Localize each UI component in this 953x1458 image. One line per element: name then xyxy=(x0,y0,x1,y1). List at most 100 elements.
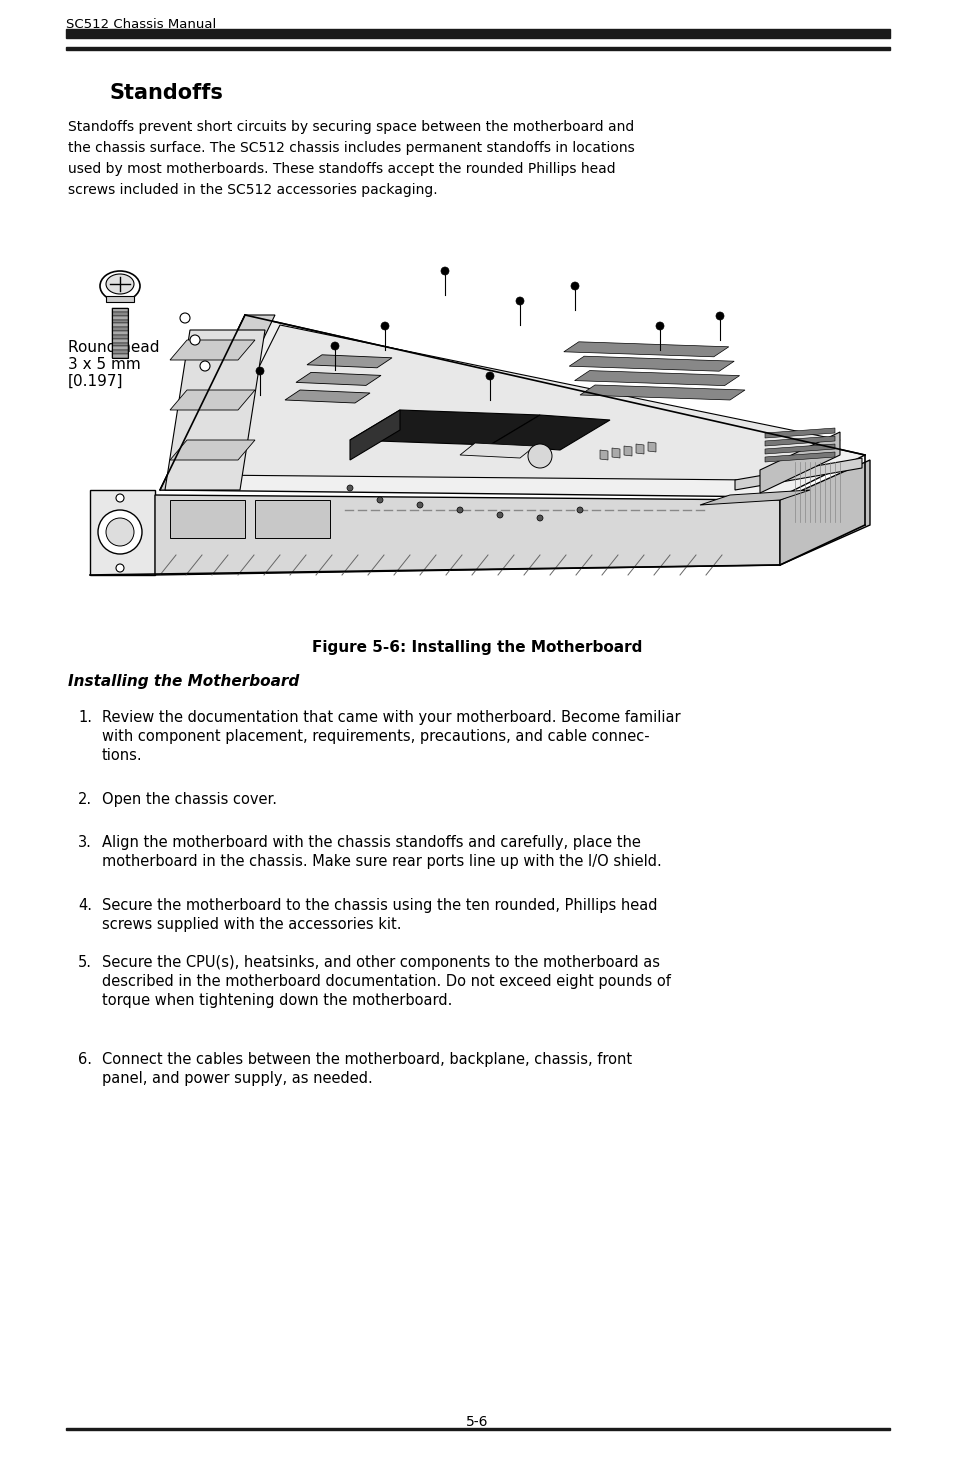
Text: Review the documentation that came with your motherboard. Become familiar: Review the documentation that came with … xyxy=(102,710,679,725)
Text: Secure the CPU(s), heatsinks, and other components to the motherboard as: Secure the CPU(s), heatsinks, and other … xyxy=(102,955,659,970)
Polygon shape xyxy=(764,452,834,462)
Ellipse shape xyxy=(100,271,140,300)
Bar xyxy=(112,350,128,354)
Polygon shape xyxy=(760,432,840,493)
Bar xyxy=(66,29,889,38)
Bar xyxy=(112,324,128,327)
Bar xyxy=(112,316,128,319)
Polygon shape xyxy=(490,416,609,451)
Circle shape xyxy=(571,281,578,290)
Polygon shape xyxy=(780,461,869,566)
Polygon shape xyxy=(170,340,254,360)
Text: Figure 5-6: Installing the Motherboard: Figure 5-6: Installing the Motherboard xyxy=(312,640,641,655)
Bar xyxy=(112,354,128,359)
Polygon shape xyxy=(350,410,539,445)
Circle shape xyxy=(180,313,190,324)
Bar xyxy=(112,331,128,335)
Circle shape xyxy=(656,322,663,330)
Circle shape xyxy=(376,497,382,503)
Text: [0.197]: [0.197] xyxy=(68,375,123,389)
Circle shape xyxy=(485,372,494,381)
Polygon shape xyxy=(205,325,840,480)
Polygon shape xyxy=(623,446,631,456)
Circle shape xyxy=(347,486,353,491)
Circle shape xyxy=(380,322,389,330)
Polygon shape xyxy=(764,429,834,437)
Circle shape xyxy=(255,367,264,375)
Bar xyxy=(66,1427,889,1430)
Text: Open the chassis cover.: Open the chassis cover. xyxy=(102,792,276,806)
Bar xyxy=(106,296,133,302)
Text: 3.: 3. xyxy=(78,835,91,850)
Text: 3 x 5 mm: 3 x 5 mm xyxy=(68,357,141,372)
Polygon shape xyxy=(700,490,809,504)
Bar xyxy=(112,335,128,338)
Bar xyxy=(112,347,128,350)
Text: torque when tightening down the motherboard.: torque when tightening down the motherbo… xyxy=(102,993,452,1007)
Circle shape xyxy=(200,362,210,370)
Circle shape xyxy=(537,515,542,521)
Polygon shape xyxy=(165,330,265,490)
Polygon shape xyxy=(170,389,254,410)
Bar xyxy=(112,343,128,347)
Polygon shape xyxy=(734,458,862,490)
Circle shape xyxy=(116,564,124,572)
Polygon shape xyxy=(170,440,254,461)
Text: Installing the Motherboard: Installing the Motherboard xyxy=(68,674,299,690)
Polygon shape xyxy=(459,443,535,458)
Bar xyxy=(112,312,128,316)
Circle shape xyxy=(527,445,552,468)
Bar xyxy=(66,47,889,50)
Polygon shape xyxy=(170,500,245,538)
Polygon shape xyxy=(636,445,643,453)
Polygon shape xyxy=(647,442,656,452)
Text: 1.: 1. xyxy=(78,710,91,725)
Bar xyxy=(112,308,128,359)
Text: motherboard in the chassis. Make sure rear ports line up with the I/O shield.: motherboard in the chassis. Make sure re… xyxy=(102,854,661,869)
Text: 6.: 6. xyxy=(78,1053,91,1067)
Circle shape xyxy=(416,502,422,507)
Text: 5.: 5. xyxy=(78,955,91,970)
Polygon shape xyxy=(160,315,864,497)
Circle shape xyxy=(497,512,502,518)
Text: 2.: 2. xyxy=(78,792,92,806)
Bar xyxy=(112,319,128,324)
Text: described in the motherboard documentation. Do not exceed eight pounds of: described in the motherboard documentati… xyxy=(102,974,670,989)
Text: SC512 Chassis Manual: SC512 Chassis Manual xyxy=(66,17,216,31)
Ellipse shape xyxy=(106,274,133,295)
Text: screws included in the SC512 accessories packaging.: screws included in the SC512 accessories… xyxy=(68,184,437,197)
Circle shape xyxy=(190,335,200,346)
Polygon shape xyxy=(154,496,780,574)
Polygon shape xyxy=(612,448,619,458)
Circle shape xyxy=(516,297,523,305)
Text: with component placement, requirements, precautions, and cable connec-: with component placement, requirements, … xyxy=(102,729,649,744)
Text: the chassis surface. The SC512 chassis includes permanent standoffs in locations: the chassis surface. The SC512 chassis i… xyxy=(68,141,634,155)
Polygon shape xyxy=(160,315,274,490)
Text: used by most motherboards. These standoffs accept the rounded Phillips head: used by most motherboards. These standof… xyxy=(68,162,615,176)
Polygon shape xyxy=(569,356,734,372)
Circle shape xyxy=(716,312,723,319)
Text: Connect the cables between the motherboard, backplane, chassis, front: Connect the cables between the motherboa… xyxy=(102,1053,632,1067)
Polygon shape xyxy=(254,500,330,538)
Polygon shape xyxy=(295,372,380,385)
Polygon shape xyxy=(764,436,834,446)
Text: screws supplied with the accessories kit.: screws supplied with the accessories kit… xyxy=(102,917,401,932)
Text: tions.: tions. xyxy=(102,748,143,763)
Polygon shape xyxy=(90,490,154,574)
Text: panel, and power supply, as needed.: panel, and power supply, as needed. xyxy=(102,1072,373,1086)
Bar xyxy=(112,338,128,343)
Circle shape xyxy=(116,494,124,502)
Polygon shape xyxy=(579,385,744,399)
Polygon shape xyxy=(563,341,728,357)
Circle shape xyxy=(98,510,142,554)
Polygon shape xyxy=(285,389,370,402)
Polygon shape xyxy=(599,451,607,461)
Bar xyxy=(112,308,128,312)
Circle shape xyxy=(331,343,338,350)
Polygon shape xyxy=(307,354,392,367)
Circle shape xyxy=(106,518,133,545)
Circle shape xyxy=(577,507,582,513)
Text: 5-6: 5-6 xyxy=(465,1416,488,1429)
Text: Standoffs: Standoffs xyxy=(110,83,224,104)
Text: Round head: Round head xyxy=(68,340,159,354)
